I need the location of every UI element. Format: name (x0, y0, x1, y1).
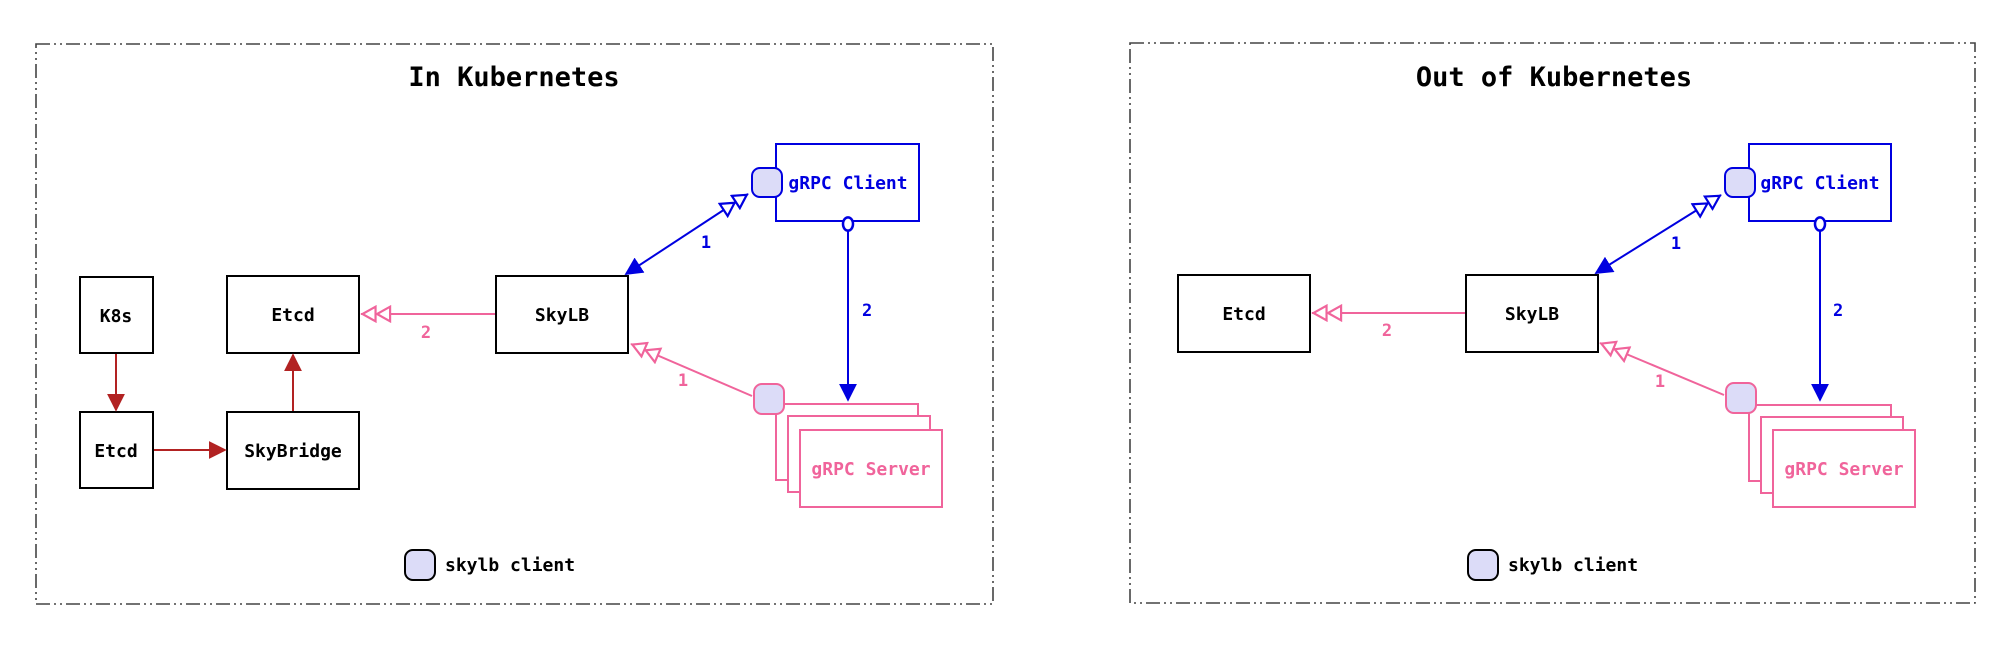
panel-in-kubernetes: In Kubernetes K8s Etcd Etcd SkyBridge Sk… (35, 43, 994, 605)
grpc-client-label: gRPC Client (1760, 173, 1879, 194)
etcd-label: Etcd (1222, 304, 1265, 325)
panel-out-of-kubernetes: Out of Kubernetes Etcd SkyLB 2 gRPC Clie… (1129, 42, 1976, 604)
panel-title: In Kubernetes (408, 62, 619, 93)
skylb-node: SkyLB (1465, 274, 1599, 353)
grpc-server-label: gRPC Server (1784, 459, 1903, 480)
grpc-client-node: gRPC Client (1724, 143, 1892, 222)
edge-server-skylb-label: 1 (1655, 372, 1665, 392)
skylb-node: SkyLB (495, 275, 629, 354)
legend-label: skylb client (445, 555, 575, 576)
etcd-node: Etcd (226, 275, 360, 354)
panel-frame (1129, 42, 1976, 604)
panel-frame (35, 43, 994, 605)
grpc-client-label: gRPC Client (788, 173, 907, 194)
edge-server-skylb-label: 1 (678, 371, 688, 391)
edge-client-skylb (626, 193, 748, 274)
skylb-client-chip (1725, 382, 1757, 414)
skylb-client-chip (1724, 167, 1756, 198)
server-stack-front (799, 429, 943, 508)
etcd-label: Etcd (271, 305, 314, 326)
etcd-k8s-node: Etcd (79, 411, 154, 489)
grpc-server-label: gRPC Server (811, 459, 930, 480)
edge-client-skylb (1596, 194, 1721, 273)
skylb-label: SkyLB (1505, 304, 1559, 325)
skybridge-label: SkyBridge (244, 441, 342, 462)
grpc-server-node: gRPC Server (1725, 382, 1916, 508)
legend: skylb client (404, 549, 575, 581)
skylb-client-chip (753, 383, 785, 415)
legend-label: skylb client (1508, 555, 1638, 576)
skybridge-node: SkyBridge (226, 411, 360, 490)
grpc-server-node: gRPC Server (753, 383, 943, 508)
edge-skylb-etcd-label: 2 (421, 323, 431, 343)
k8s-label: K8s (100, 306, 133, 327)
grpc-client-node: gRPC Client (751, 143, 920, 222)
etcd-k8s-label: Etcd (94, 441, 137, 462)
legend-chip-icon (1467, 549, 1499, 581)
legend-chip-icon (404, 549, 436, 581)
edge-client-server-label: 2 (862, 301, 872, 321)
edge-server-skylb (631, 344, 753, 397)
server-stack-front (1772, 429, 1916, 508)
edge-skylb-etcd-label: 2 (1382, 321, 1392, 341)
skylb-label: SkyLB (535, 305, 589, 326)
etcd-node: Etcd (1177, 274, 1311, 353)
edge-client-skylb-label: 1 (1671, 234, 1681, 254)
edge-server-skylb (1600, 343, 1725, 396)
k8s-node: K8s (79, 276, 154, 354)
skylb-client-chip (751, 167, 783, 198)
legend: skylb client (1467, 549, 1638, 581)
edge-client-server-label: 2 (1833, 301, 1843, 321)
edge-client-skylb-label: 1 (701, 233, 711, 253)
panel-title: Out of Kubernetes (1416, 62, 1692, 93)
